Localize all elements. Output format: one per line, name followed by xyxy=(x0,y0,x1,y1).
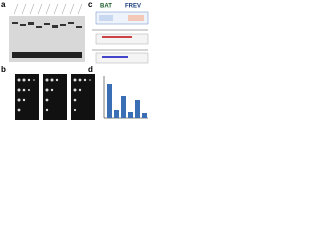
panel-label: c xyxy=(88,0,93,9)
column-title: FREV xyxy=(125,4,141,10)
panel-label: b xyxy=(1,65,6,74)
yeast-plates xyxy=(15,74,95,120)
yeast-spots xyxy=(17,78,91,112)
panel-label: a xyxy=(1,0,6,9)
figure: a b c BAT FREV d xyxy=(1,0,149,120)
panel-label: d xyxy=(88,65,93,74)
bar-chart xyxy=(103,76,148,119)
lane-labels xyxy=(13,3,83,15)
gel-bands xyxy=(12,22,82,58)
diagram xyxy=(92,11,149,64)
column-title: BAT xyxy=(100,4,112,10)
